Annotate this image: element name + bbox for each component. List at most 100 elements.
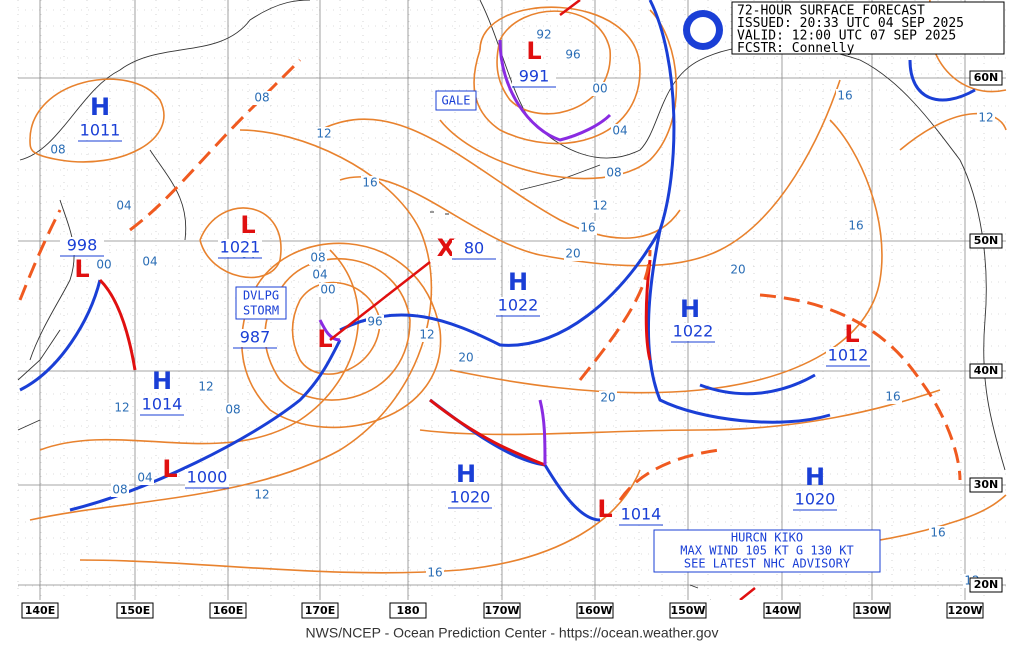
pressure-bg xyxy=(826,347,870,365)
lon-box xyxy=(853,602,891,619)
center-pressure: 991 xyxy=(519,67,550,86)
lon-box xyxy=(21,602,59,619)
center-pressure: 998 xyxy=(67,236,98,255)
center-symbol: H xyxy=(805,463,825,491)
isobar-label: 16 xyxy=(930,526,945,540)
center-pressure: 1012 xyxy=(828,346,869,365)
header-issued: ISSUED: 20:33 UTC 04 SEP 2025 xyxy=(737,16,964,31)
pressure-bg xyxy=(140,396,184,414)
isobar-label-bg xyxy=(253,91,271,105)
center-symbol: X xyxy=(437,234,456,262)
isobar-label: 96 xyxy=(565,48,580,62)
pressure-bg xyxy=(619,506,663,524)
pressure-bg xyxy=(448,489,492,507)
isobar-label: 12 xyxy=(592,199,607,213)
center-symbol: L xyxy=(74,255,89,283)
center-symbol: H xyxy=(680,295,700,323)
isobar-label: 08 xyxy=(225,403,240,417)
longitude-label: 150W xyxy=(670,604,705,617)
header-title: 72-HOUR SURFACE FORECAST xyxy=(737,4,925,19)
isobar-label: 04 xyxy=(137,471,152,485)
isobar-label: 20 xyxy=(730,263,745,277)
isobar-label: 04 xyxy=(142,255,157,269)
lon-box xyxy=(669,602,707,619)
longitude-label: 160E xyxy=(213,604,243,617)
isobar-label: 00 xyxy=(320,283,335,297)
center-symbol: H xyxy=(456,460,476,488)
center-pressure: 1020 xyxy=(795,490,836,509)
hurricane-box xyxy=(653,529,881,573)
longitude-label: 160W xyxy=(577,604,612,617)
isobar-label-bg xyxy=(977,111,995,125)
isobar-label: 08 xyxy=(50,143,65,157)
isobar-label-bg xyxy=(591,82,609,96)
center-pressure: 1011 xyxy=(80,121,121,140)
isobar-label: 16 xyxy=(848,219,863,233)
isobar-label-bg xyxy=(115,199,133,213)
isobar-label-bg xyxy=(315,127,333,141)
isobar-label: 04 xyxy=(312,268,327,282)
isobar-label-bg xyxy=(309,251,327,265)
isobar-label-bg xyxy=(141,255,159,269)
center-pressure: 1021 xyxy=(220,238,261,257)
isobar-label: 20 xyxy=(565,247,580,261)
longitude-label: 140E xyxy=(25,604,55,617)
center-pressure: 987 xyxy=(240,328,271,347)
isobar-label: 12 xyxy=(978,111,993,125)
isobar-label: 12 xyxy=(419,328,434,342)
header-forecaster: FCSTR: Connelly xyxy=(737,41,855,56)
center-symbol: H xyxy=(90,93,110,121)
pressure-bg xyxy=(452,240,496,258)
center-pressure: 1000 xyxy=(187,468,228,487)
isobar-label-bg xyxy=(457,351,475,365)
isobar-label-bg xyxy=(319,283,337,297)
pressure-bg xyxy=(671,323,715,341)
center-symbol: L xyxy=(526,37,541,65)
center-symbol: L xyxy=(162,455,177,483)
isobar-label-bg xyxy=(418,328,436,342)
isobar-label-bg xyxy=(599,391,617,405)
isobar-label: 16 xyxy=(837,89,852,103)
gale-warning: GALE xyxy=(442,94,471,108)
longitude-label: 150E xyxy=(120,604,150,617)
lat-box xyxy=(969,577,1003,593)
pressure-bg xyxy=(60,237,104,255)
isobar-label: 16 xyxy=(885,390,900,404)
isobar-label: 12 xyxy=(316,127,331,141)
center-pressure: 1014 xyxy=(142,395,183,414)
latitude-label: 60N xyxy=(974,71,999,84)
isobar-label: 04 xyxy=(116,199,131,213)
storm-warning: STORM xyxy=(243,304,279,318)
latitude-label: 40N xyxy=(974,364,999,377)
lon-box xyxy=(116,602,154,619)
isobar-label-bg xyxy=(729,263,747,277)
isobar-label: 08 xyxy=(112,483,127,497)
lat-box xyxy=(969,70,1003,86)
lat-box xyxy=(969,233,1003,249)
isobar-label-bg xyxy=(253,488,271,502)
isobar-label-bg xyxy=(197,380,215,394)
isobar-label: 04 xyxy=(612,124,627,138)
isobar-label-bg xyxy=(111,483,129,497)
pressure-bg xyxy=(496,297,540,315)
center-pressure: 80 xyxy=(464,239,484,258)
isobar-label: 08 xyxy=(310,251,325,265)
isobar-label-bg xyxy=(366,315,384,329)
header-valid: VALID: 12:00 UTC 07 SEP 2025 xyxy=(737,29,956,44)
isobar-label-bg xyxy=(49,143,67,157)
center-symbol: L xyxy=(240,211,255,239)
lon-box xyxy=(209,602,247,619)
longitude-label: 140W xyxy=(764,604,799,617)
isobar-label: 12 xyxy=(114,401,129,415)
center-pressure: 1014 xyxy=(621,505,662,524)
isobar-label: 20 xyxy=(458,351,473,365)
latitude-label: 20N xyxy=(974,578,999,591)
hurricane-advisory: MAX WIND 105 KT G 130 KT xyxy=(680,544,853,558)
longitude-label: 170E xyxy=(305,604,335,617)
isobar-label-bg xyxy=(611,124,629,138)
noaa-logo-inner xyxy=(690,17,716,43)
center-pressure: 1020 xyxy=(450,488,491,507)
fronts xyxy=(18,0,976,601)
isobar-label: 16 xyxy=(580,221,595,235)
